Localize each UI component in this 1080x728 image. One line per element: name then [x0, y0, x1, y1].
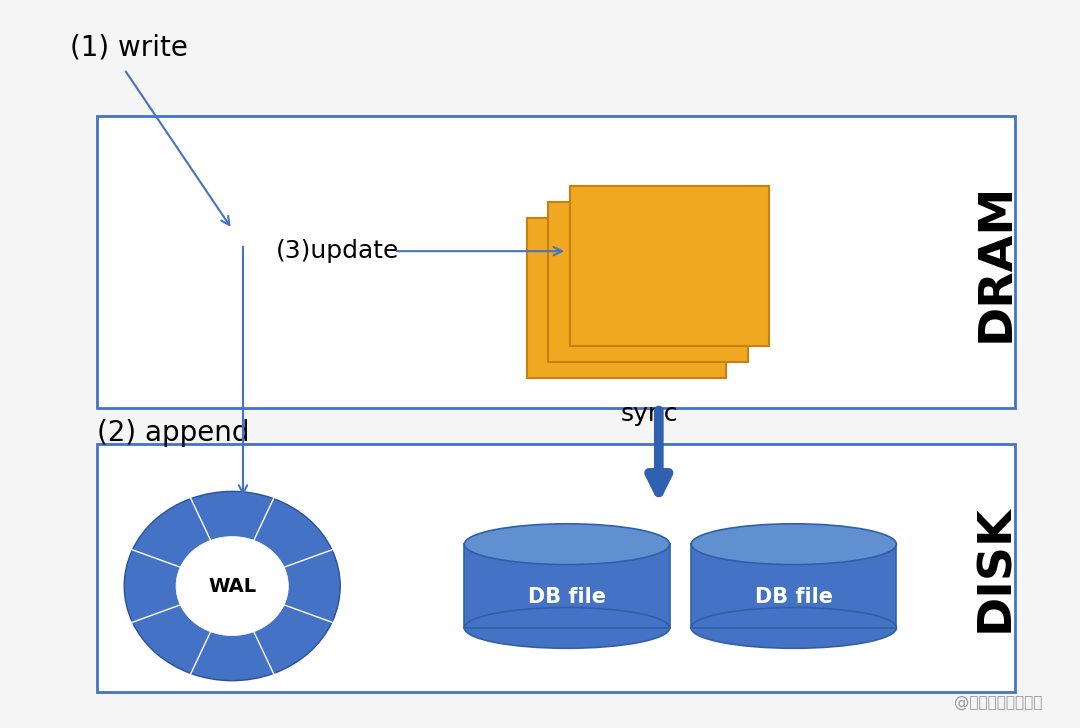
Ellipse shape [124, 491, 340, 681]
Text: WAL: WAL [208, 577, 256, 596]
Bar [97, 116, 1015, 408]
Text: DB file: DB file [528, 587, 606, 607]
Ellipse shape [691, 524, 896, 565]
Bar [691, 545, 896, 628]
Ellipse shape [176, 537, 288, 636]
Text: (2) append: (2) append [97, 419, 249, 447]
Text: (3)update: (3)update [275, 240, 399, 263]
Text: DB file: DB file [755, 587, 833, 607]
Bar [464, 545, 670, 628]
Ellipse shape [691, 607, 896, 648]
Text: @稀土掘金技术社区: @稀土掘金技术社区 [954, 695, 1042, 710]
Text: DISK: DISK [973, 504, 1018, 632]
Bar [527, 218, 726, 378]
Ellipse shape [464, 524, 670, 565]
Text: sync: sync [621, 402, 678, 426]
Bar [548, 202, 747, 362]
Ellipse shape [464, 607, 670, 648]
Text: (1) write: (1) write [70, 33, 188, 61]
Text: DRAM: DRAM [973, 183, 1018, 341]
Bar [570, 186, 769, 346]
Bar [97, 444, 1015, 692]
